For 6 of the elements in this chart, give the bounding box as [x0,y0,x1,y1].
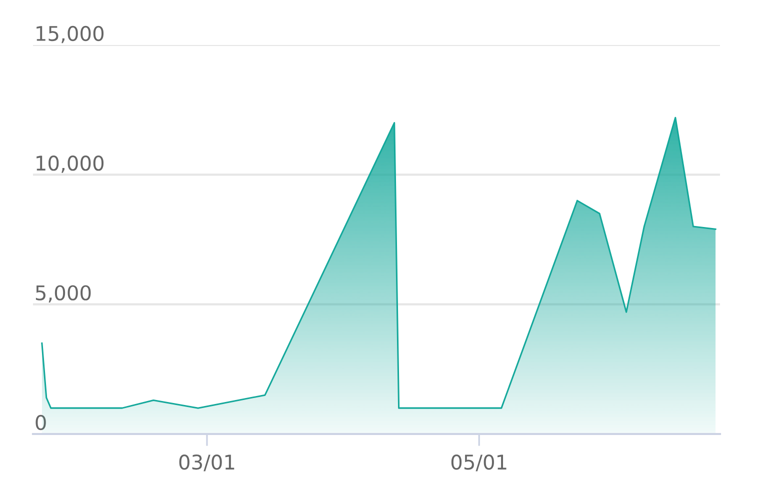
x-tick-label: 03/01 [179,454,234,472]
y-tick-label: 5,000 [36,285,91,302]
y-tick-label: 10,000 [36,156,104,173]
y-tick-label: 15,000 [36,26,104,44]
y-tick-label: 0 [36,414,46,430]
x-tick-label: 05/01 [451,454,506,472]
